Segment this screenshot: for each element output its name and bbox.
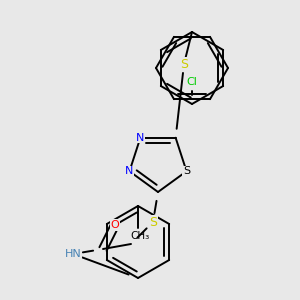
- Text: HN: HN: [64, 249, 81, 259]
- Text: N: N: [136, 133, 145, 143]
- Text: N: N: [125, 166, 134, 176]
- Text: Cl: Cl: [187, 77, 197, 87]
- Text: CH₃: CH₃: [130, 231, 150, 241]
- Text: S: S: [149, 215, 157, 229]
- Text: S: S: [183, 166, 190, 176]
- Text: S: S: [180, 58, 188, 70]
- Text: O: O: [111, 220, 119, 230]
